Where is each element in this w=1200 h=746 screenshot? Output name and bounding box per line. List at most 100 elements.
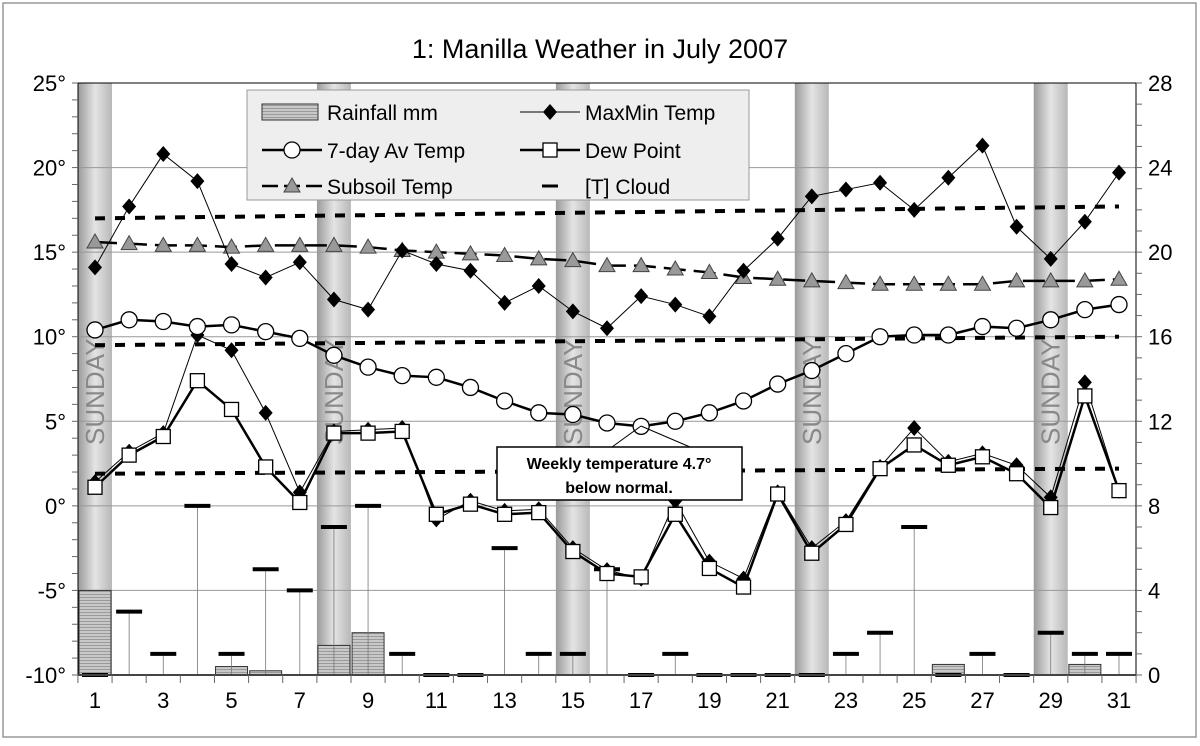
max-temp-point xyxy=(804,188,819,205)
avg-temp-point xyxy=(86,321,104,339)
max-temp-point xyxy=(156,146,171,163)
left-tick-label: 25° xyxy=(33,71,66,96)
max-temp-point xyxy=(88,259,102,276)
x-tick-label: 17 xyxy=(629,688,653,713)
x-tick-label: 7 xyxy=(294,688,306,713)
max-temp-point xyxy=(429,255,444,272)
annotation-line1: Weekly temperature 4.7° xyxy=(527,456,712,473)
x-tick-label: 11 xyxy=(425,688,448,713)
max-temp-point xyxy=(361,301,376,318)
left-tick-label: 15° xyxy=(33,240,66,265)
right-tick-label: 0 xyxy=(1148,663,1160,688)
dew-point-point xyxy=(292,494,308,511)
avg-temp-point xyxy=(1110,295,1128,314)
x-tick-label: 13 xyxy=(492,688,516,713)
avg-temp-point xyxy=(222,316,241,334)
subsoil-point xyxy=(973,275,992,291)
max-temp-point xyxy=(497,294,512,311)
subsoil-point xyxy=(700,263,719,279)
dew-point-point xyxy=(223,401,240,418)
dew-point-point xyxy=(360,425,376,441)
max-temp-point xyxy=(531,277,546,294)
max-temp-point xyxy=(122,198,137,215)
subsoil-point xyxy=(120,234,138,251)
subsoil-point xyxy=(1110,270,1128,286)
right-tick-label: 8 xyxy=(1148,494,1160,519)
max-temp-point xyxy=(326,291,341,308)
avg-temp-point xyxy=(120,311,138,329)
dew-point-point xyxy=(394,423,410,440)
x-tick-label: 15 xyxy=(561,688,585,713)
subsoil-point xyxy=(188,236,207,252)
subsoil-point xyxy=(461,244,480,261)
dew-point-point xyxy=(735,579,752,595)
legend-label: Rainfall mm xyxy=(327,102,438,125)
subsoil-point xyxy=(529,249,548,266)
right-tick-label: 4 xyxy=(1148,578,1160,603)
dew-point-point xyxy=(906,437,922,453)
right-tick-label: 16 xyxy=(1148,325,1172,350)
max-temp-point xyxy=(190,173,205,190)
max-temp-point xyxy=(907,201,922,218)
subsoil-point xyxy=(86,232,104,249)
avg-temp-point xyxy=(939,326,957,344)
min-temp-point xyxy=(1077,374,1092,391)
subsoil-point xyxy=(1007,271,1026,288)
sunday-label: SUNDAY xyxy=(558,339,588,445)
dew-point-point xyxy=(155,428,171,445)
sunday-label: SUNDAY xyxy=(797,339,827,445)
avg-temp-point xyxy=(769,375,787,393)
x-tick-label: 1 xyxy=(89,688,101,713)
max-temp-point xyxy=(224,255,239,272)
dew-point-point xyxy=(974,449,991,465)
subsoil-point xyxy=(939,275,958,291)
right-tick-label: 24 xyxy=(1148,156,1172,181)
dew-point-point xyxy=(258,459,274,475)
x-tick-label: 3 xyxy=(157,688,169,713)
left-tick-label: 20° xyxy=(33,156,66,181)
x-tick-label: 23 xyxy=(834,688,858,713)
min-temp-point xyxy=(224,342,239,359)
right-tick-label: 20 xyxy=(1148,240,1172,265)
annotation-line2: below normal. xyxy=(565,480,673,497)
max-temp-point xyxy=(1009,218,1024,235)
subsoil-point xyxy=(598,256,616,273)
x-tick-label: 31 xyxy=(1107,688,1131,713)
legend-label: 7-day Av Temp xyxy=(327,140,465,163)
avg-temp-point xyxy=(564,405,582,424)
avg-temp-point xyxy=(154,312,172,331)
x-tick-label: 9 xyxy=(362,688,374,713)
max-temp-point xyxy=(634,288,649,305)
subsoil-point xyxy=(768,270,787,286)
rainfall-bar xyxy=(78,589,112,676)
legend-label: [T] Cloud xyxy=(585,176,670,199)
legend-square-marker xyxy=(542,142,558,158)
legend-diamond-marker xyxy=(543,104,557,120)
dew-point-point xyxy=(121,447,137,463)
subsoil-point xyxy=(1076,271,1094,288)
max-temp-point xyxy=(668,296,683,313)
dew-point-point xyxy=(428,506,444,522)
max-temp-point xyxy=(702,308,717,325)
legend: Rainfall mm MaxMin Temp 7-day Av Temp Dew P… xyxy=(246,89,750,201)
x-tick-label: 19 xyxy=(697,688,721,713)
max-temp-point xyxy=(395,242,410,259)
max-temp-point xyxy=(975,137,990,154)
dew-point-point xyxy=(633,569,649,585)
avg-temp-point xyxy=(461,378,480,397)
subsoil-point xyxy=(802,271,821,288)
max-temp-point xyxy=(770,230,785,247)
avg-temp-point xyxy=(530,404,548,422)
max-temp-point xyxy=(941,169,956,186)
avg-temp-point xyxy=(905,326,923,344)
avg-temp-point xyxy=(598,414,616,432)
legend-box xyxy=(246,89,750,201)
avg-temp-point xyxy=(837,344,855,363)
avg-temp-point xyxy=(359,358,377,376)
dew-point-point xyxy=(1043,499,1059,516)
avg-temp-point xyxy=(1007,319,1026,337)
x-tick-label: 29 xyxy=(1038,688,1062,713)
max-temp-point xyxy=(292,254,307,271)
dew-point-point xyxy=(531,504,547,521)
